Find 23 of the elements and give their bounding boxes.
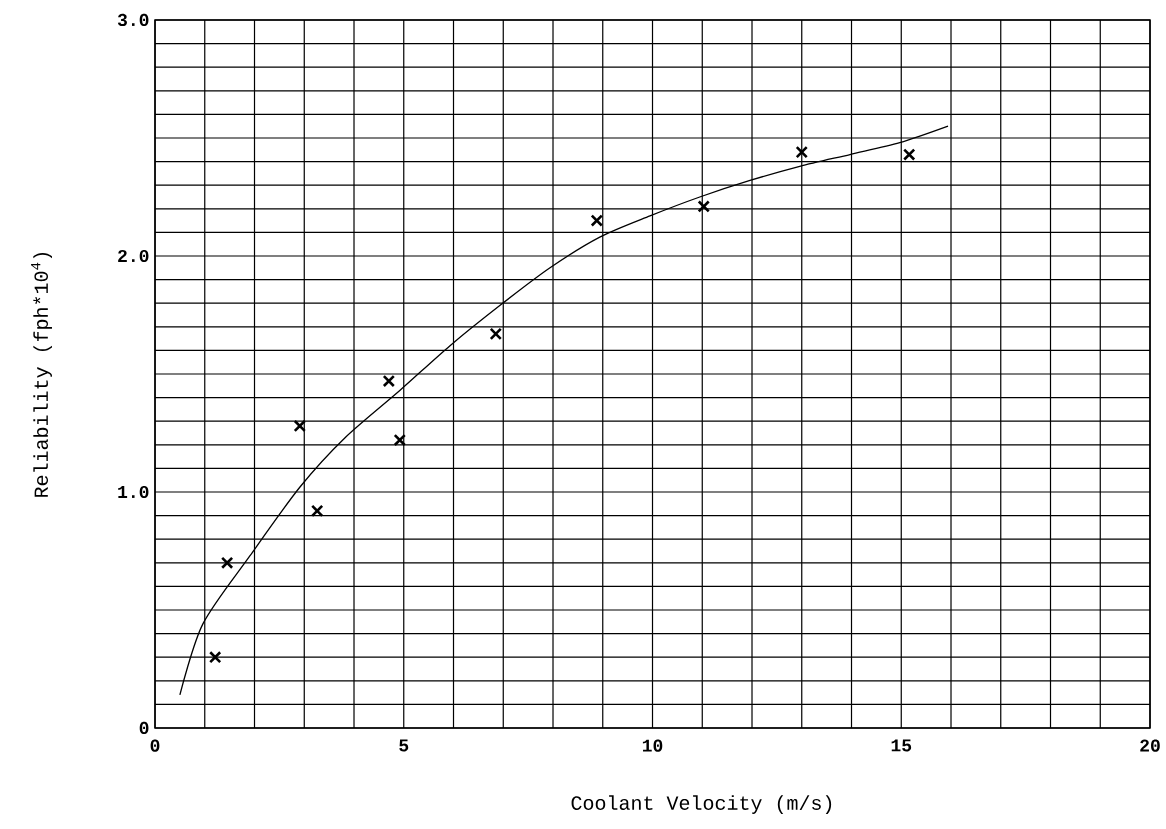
line-series (179, 125, 949, 696)
point (590, 214, 604, 227)
point (393, 433, 407, 447)
x-axis-title: Coolant Velocity (m/s) (571, 795, 832, 814)
x-tick-label: 20 (1140, 739, 1160, 752)
point (697, 200, 710, 213)
point (293, 419, 307, 433)
y-tick-label: 0 (139, 721, 149, 735)
y-tick-label: 3.0 (117, 13, 149, 27)
point (902, 148, 916, 161)
x-tick-label: 5 (399, 739, 409, 752)
point (489, 327, 503, 341)
point (382, 374, 396, 388)
x-tick-label: 0 (150, 739, 160, 752)
y-axis-title: Reliability (fph*10$^{4}$) (31, 252, 52, 497)
point (208, 650, 222, 664)
point (795, 145, 809, 159)
y-tick-label: 1.0 (118, 485, 149, 499)
x-tick-label: 15 (891, 739, 912, 752)
point (310, 504, 324, 518)
y-tick-label: 2.0 (118, 249, 149, 263)
x-tick-label: 10 (642, 739, 663, 752)
point (220, 556, 234, 570)
